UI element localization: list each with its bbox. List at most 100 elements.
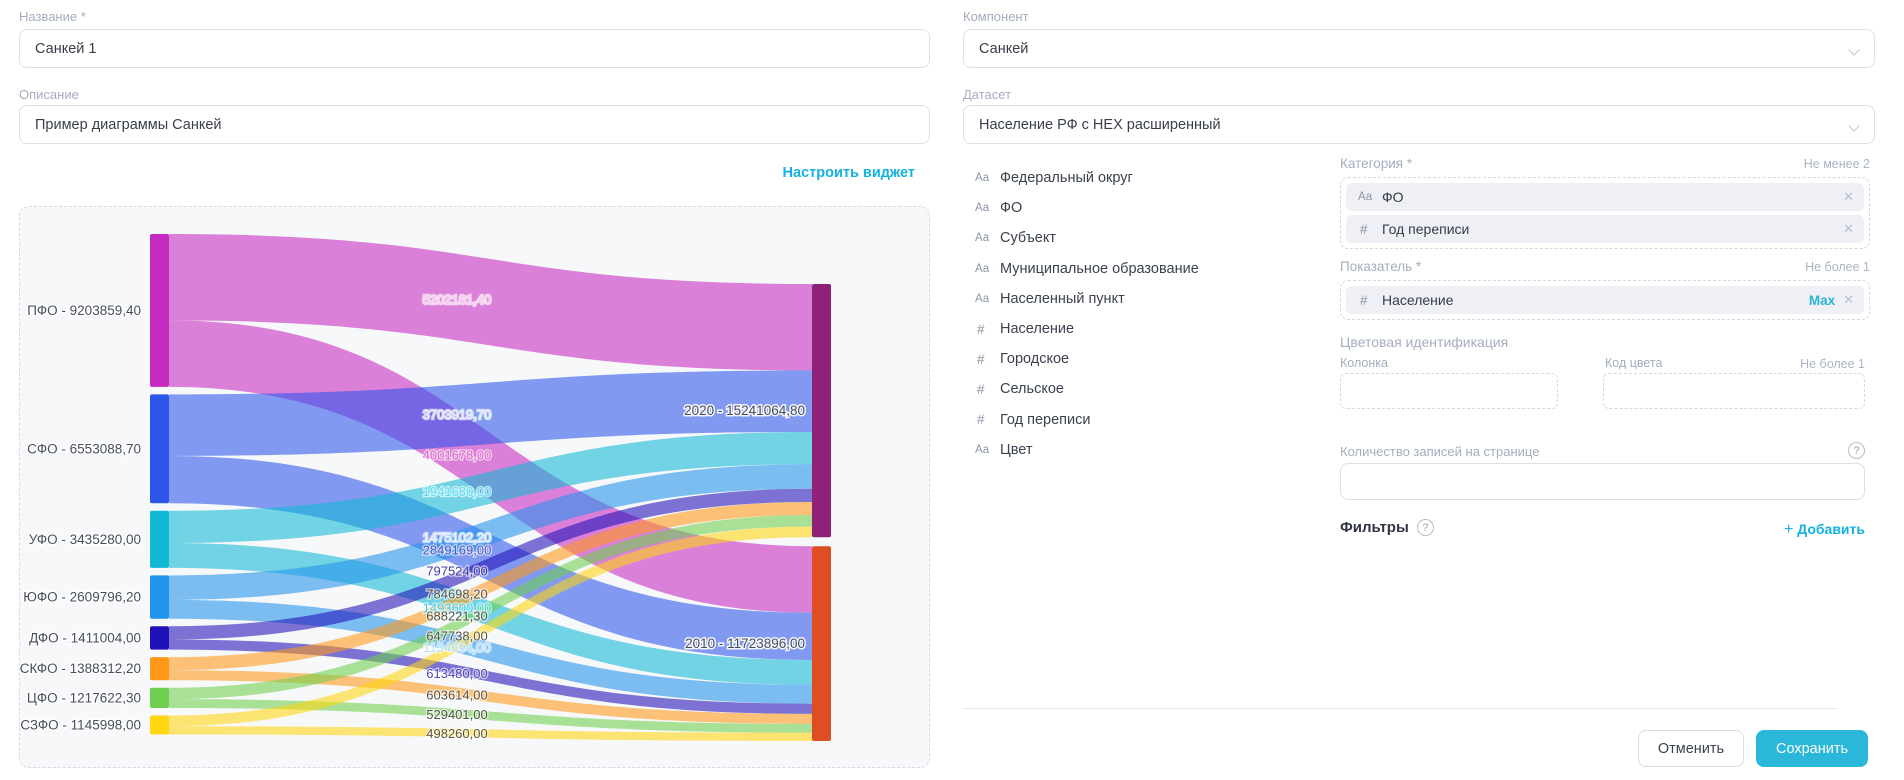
sankey-preview-panel: ПФО - 9203859,40 СФО - 6553088,70 УФО - 34… [18,206,930,768]
footer-divider [963,708,1838,709]
filters-help-icon[interactable]: ? [1416,519,1434,536]
sankey-link-label: 3703919,70 [423,407,492,422]
widget-settings-right-panel: Компонент Санкей Датасет Население РФ с … [963,0,1875,780]
sankey-node-5[interactable] [150,657,169,681]
sankey-node-9[interactable] [812,546,831,741]
category-label: Категория * [1340,156,1413,171]
sankey-link-label: 797524,00 [426,564,487,579]
sankey-link-13[interactable] [169,699,812,733]
help-icon[interactable]: ? [1848,442,1865,459]
sankey-link-4[interactable] [169,431,812,544]
field-item-9[interactable]: Аа Цвет [975,435,1325,465]
sankey-link-9[interactable] [169,639,812,714]
field-item-5[interactable]: # Население [975,314,1325,344]
sankey-chart[interactable]: ПФО - 9203859,40 СФО - 6553088,70 УФО - 34… [18,207,929,767]
numeric-field-icon: # [977,321,985,337]
field-item-3[interactable]: Аа Муниципальное образование [975,254,1325,284]
sankey-node-2[interactable] [150,510,169,568]
text-field-icon: Аа [975,262,990,275]
field-item-label: Сельское [1000,381,1064,398]
component-select[interactable]: Санкей [963,29,1875,68]
numeric-field-icon: # [977,412,985,428]
sankey-node-4[interactable] [150,626,169,650]
category-chip-label: ФО [1382,189,1404,205]
aggregation-badge[interactable]: Max [1808,292,1836,308]
sankey-node-6[interactable] [150,687,169,708]
sankey-node-label: СКФО - 1388312,20 [20,661,141,676]
sankey-link-label: 784698,20 [426,587,487,602]
sankey-node-1[interactable] [150,394,169,504]
sankey-node-label: УФО - 3435280,00 [29,532,141,547]
dataset-select[interactable]: Население РФ с HEX расширенный [963,105,1875,144]
sankey-link-15[interactable] [169,726,812,741]
measure-dropzone[interactable]: # Население Max ✕ [1340,280,1870,320]
numeric-field-icon: # [1360,221,1368,237]
field-item-label: Население [1000,321,1075,338]
field-item-0[interactable]: Аа Федеральный округ [975,163,1325,193]
sankey-link-label: 1493600,00 [423,600,492,615]
sankey-link-2[interactable] [169,370,812,456]
numeric-field-icon: # [977,381,985,397]
field-item-label: Городское [1000,351,1070,368]
page-size-input[interactable] [1340,463,1865,500]
category-hint: Не менее 2 [1803,157,1870,171]
field-item-4[interactable]: Аа Населенный пункт [975,284,1325,314]
measure-chip-0[interactable]: # Население Max ✕ [1346,286,1864,314]
sankey-link-label: 498260,00 [426,726,487,741]
sankey-node-label: ДФО - 1411004,00 [29,630,141,645]
sankey-node-label: 2020 - 15241064,80 [684,403,805,418]
save-button[interactable]: Сохранить [1756,730,1868,767]
sankey-node-0[interactable] [150,234,169,387]
field-item-8[interactable]: # Год переписи [975,405,1325,435]
field-item-2[interactable]: Аа Субъект [975,223,1325,253]
sankey-link-label: 5202181,40 [423,292,492,307]
text-field-icon: Аа [975,443,990,456]
sankey-link-6[interactable] [169,464,812,600]
field-item-1[interactable]: Аа ФО [975,193,1325,223]
color-code-dropzone[interactable] [1603,373,1865,409]
remove-chip-icon[interactable]: ✕ [1843,292,1854,307]
dataset-fields-list: Аа Федеральный округ Аа ФО Аа Субъект Аа Муници… [975,163,1325,465]
sankey-link-label: 613480,00 [426,666,487,681]
field-item-label: Субъект [1000,230,1056,247]
sankey-link-8[interactable] [169,488,812,640]
field-item-6[interactable]: # Городское [975,344,1325,374]
sankey-link-0[interactable] [169,234,812,371]
color-code-hint: Не более 1 [1800,357,1865,371]
sankey-link-14[interactable] [169,526,812,727]
sankey-node-3[interactable] [150,575,169,619]
field-item-7[interactable]: # Сельское [975,374,1325,404]
category-dropzone[interactable]: Аа ФО ✕ # Год переписи ✕ [1340,177,1870,249]
text-field-icon: Аа [975,172,990,185]
sankey-node-7[interactable] [150,715,169,735]
chevron-down-icon [1850,122,1860,132]
add-filter-button[interactable]: + Добавить [1784,521,1865,539]
sankey-link-7[interactable] [169,599,812,704]
sankey-node-label: СЗФО - 1145998,00 [20,717,141,732]
configure-widget-link[interactable]: Настроить виджет [782,165,915,181]
remove-chip-icon[interactable]: ✕ [1843,221,1854,236]
cancel-button[interactable]: Отменить [1638,730,1744,767]
text-field-icon: Аа [975,232,990,245]
category-chip-0[interactable]: Аа ФО ✕ [1346,183,1864,211]
sankey-node-label: СФО - 6553088,70 [27,441,141,456]
color-column-dropzone[interactable] [1340,373,1558,409]
widget-settings-left-panel: Название * Санкей 1 Описание Пример диаг… [18,0,930,780]
plus-icon: + [1783,521,1794,538]
sankey-link-10[interactable] [169,501,812,671]
description-input[interactable]: Пример диаграммы Санкей [19,105,930,144]
field-item-label: Муниципальное образование [1000,260,1199,277]
text-field-icon: Аа [1358,191,1373,203]
component-label: Компонент [963,9,1029,24]
sankey-link-11[interactable] [169,670,812,724]
remove-chip-icon[interactable]: ✕ [1843,189,1854,204]
sankey-node-label: ЦФО - 1217622,30 [27,690,141,705]
sankey-link-12[interactable] [169,515,812,700]
measure-chip-label: Население [1382,292,1454,308]
chevron-down-icon [1850,46,1860,56]
name-input[interactable]: Санкей 1 [19,29,930,68]
category-chip-1[interactable]: # Год переписи ✕ [1346,215,1864,243]
sankey-node-label: 2010 - 11723896,00 [685,636,805,651]
sankey-link-label: 1941680,00 [423,484,492,499]
sankey-node-8[interactable] [812,284,831,538]
